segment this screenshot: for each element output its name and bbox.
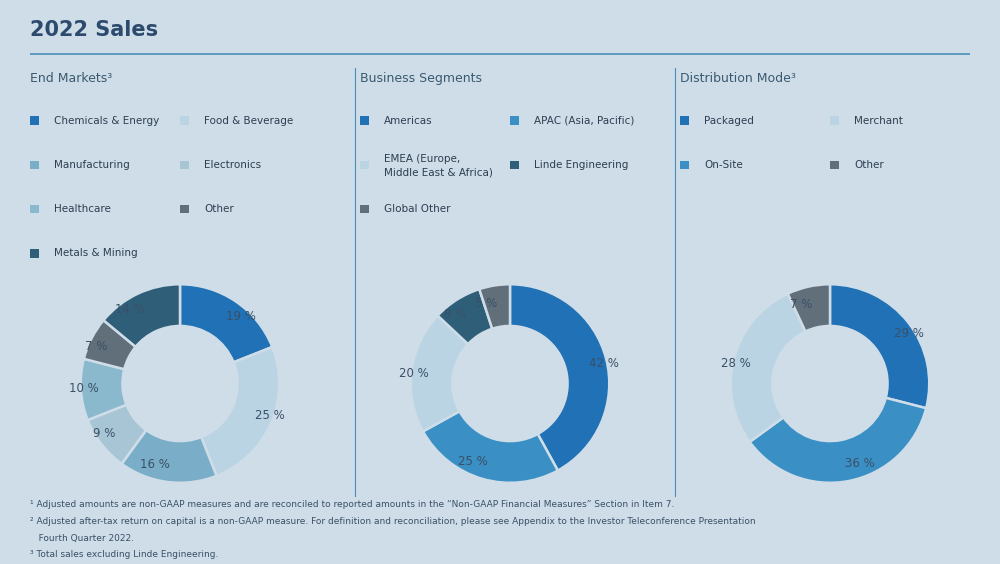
Text: Other: Other	[204, 204, 234, 214]
FancyBboxPatch shape	[510, 116, 519, 125]
Text: Middle East & Africa): Middle East & Africa)	[384, 168, 493, 178]
Text: 10 %: 10 %	[69, 382, 99, 395]
Wedge shape	[830, 284, 929, 408]
Text: 19 %: 19 %	[226, 310, 256, 323]
Text: 25 %: 25 %	[255, 409, 284, 422]
Wedge shape	[201, 347, 279, 476]
Text: 2022 Sales: 2022 Sales	[30, 20, 158, 39]
Text: 29 %: 29 %	[894, 327, 924, 340]
Text: 7 %: 7 %	[85, 340, 107, 353]
FancyBboxPatch shape	[30, 249, 39, 258]
Wedge shape	[510, 284, 609, 470]
FancyBboxPatch shape	[180, 116, 189, 125]
FancyBboxPatch shape	[510, 161, 519, 169]
FancyBboxPatch shape	[830, 116, 839, 125]
Text: Manufacturing: Manufacturing	[54, 160, 130, 170]
FancyBboxPatch shape	[830, 161, 839, 169]
Text: ² Adjusted after-tax return on capital is a non-GAAP measure. For definition and: ² Adjusted after-tax return on capital i…	[30, 517, 756, 526]
Wedge shape	[411, 316, 468, 431]
FancyBboxPatch shape	[180, 205, 189, 213]
FancyBboxPatch shape	[680, 161, 689, 169]
Wedge shape	[788, 284, 830, 332]
FancyBboxPatch shape	[680, 116, 689, 125]
Wedge shape	[479, 284, 510, 329]
Text: Americas: Americas	[384, 116, 433, 126]
Wedge shape	[731, 294, 805, 442]
Wedge shape	[104, 284, 180, 347]
FancyBboxPatch shape	[180, 161, 189, 169]
Text: 7 %: 7 %	[790, 298, 812, 311]
Wedge shape	[423, 411, 558, 483]
Text: EMEA (Europe,: EMEA (Europe,	[384, 153, 460, 164]
Text: Global Other: Global Other	[384, 204, 450, 214]
Wedge shape	[81, 359, 126, 420]
Text: ³ Total sales excluding Linde Engineering.: ³ Total sales excluding Linde Engineerin…	[30, 550, 218, 559]
Wedge shape	[438, 289, 492, 344]
FancyBboxPatch shape	[30, 161, 39, 169]
Text: 25 %: 25 %	[458, 455, 487, 468]
Wedge shape	[84, 320, 136, 369]
Text: Merchant: Merchant	[854, 116, 903, 126]
FancyBboxPatch shape	[30, 116, 39, 125]
Text: ¹ Adjusted amounts are non-GAAP measures and are reconciled to reported amounts : ¹ Adjusted amounts are non-GAAP measures…	[30, 500, 674, 509]
Text: 8 %: 8 %	[444, 309, 466, 321]
Text: 9 %: 9 %	[93, 427, 116, 440]
Text: Linde Engineering: Linde Engineering	[534, 160, 628, 170]
Text: 42 %: 42 %	[589, 357, 619, 370]
Text: Other: Other	[854, 160, 884, 170]
Text: Business Segments: Business Segments	[360, 72, 482, 85]
Text: Metals & Mining: Metals & Mining	[54, 248, 138, 258]
Text: Healthcare: Healthcare	[54, 204, 111, 214]
Text: Packaged: Packaged	[704, 116, 754, 126]
Text: Food & Beverage: Food & Beverage	[204, 116, 293, 126]
Wedge shape	[88, 405, 146, 464]
Wedge shape	[750, 398, 926, 483]
FancyBboxPatch shape	[360, 116, 369, 125]
Text: 16 %: 16 %	[140, 458, 170, 471]
FancyBboxPatch shape	[360, 161, 369, 169]
Text: End Markets³: End Markets³	[30, 72, 112, 85]
Text: 20 %: 20 %	[399, 367, 429, 380]
Wedge shape	[122, 430, 217, 483]
Text: 36 %: 36 %	[845, 457, 875, 470]
Text: 28 %: 28 %	[721, 357, 751, 370]
Text: Distribution Mode³: Distribution Mode³	[680, 72, 796, 85]
FancyBboxPatch shape	[30, 205, 39, 213]
Text: Electronics: Electronics	[204, 160, 261, 170]
Text: On-Site: On-Site	[704, 160, 743, 170]
FancyBboxPatch shape	[360, 205, 369, 213]
Text: 14 %: 14 %	[115, 303, 145, 316]
Text: Fourth Quarter 2022.: Fourth Quarter 2022.	[30, 534, 134, 543]
Text: APAC (Asia, Pacific): APAC (Asia, Pacific)	[534, 116, 634, 126]
Text: 5 %: 5 %	[475, 297, 497, 310]
Text: Chemicals & Energy: Chemicals & Energy	[54, 116, 159, 126]
Wedge shape	[180, 284, 272, 362]
